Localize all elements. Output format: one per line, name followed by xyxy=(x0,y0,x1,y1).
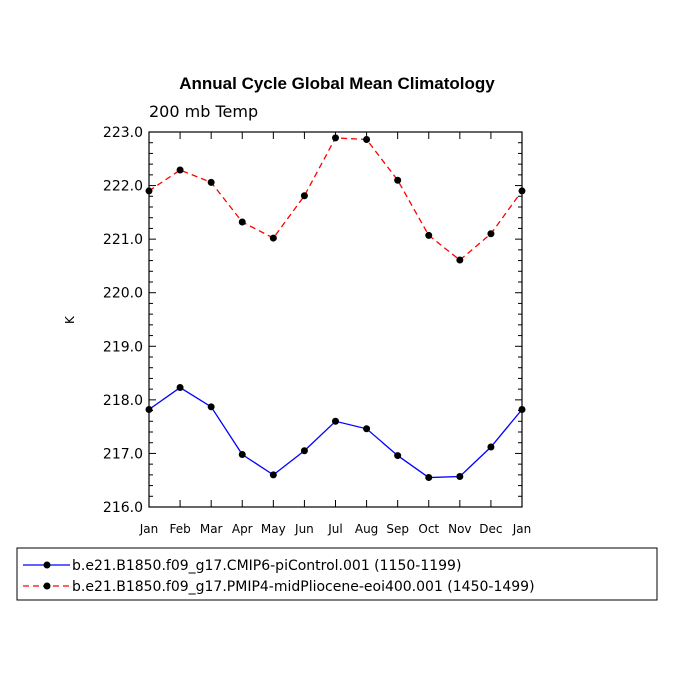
series-2 xyxy=(145,134,526,264)
x-tick-label: Mar xyxy=(200,522,223,536)
data-point xyxy=(176,384,184,392)
legend-box xyxy=(16,547,658,601)
legend-marker-2 xyxy=(43,582,51,590)
series-line xyxy=(148,137,523,261)
data-point xyxy=(300,447,308,455)
y-tick-label: 222.0 xyxy=(103,179,143,195)
data-point xyxy=(394,452,402,460)
x-tick-label: May xyxy=(261,522,286,536)
data-point xyxy=(518,187,526,195)
data-point xyxy=(207,178,215,186)
legend-marker-1 xyxy=(43,561,51,569)
x-tick-label: Jun xyxy=(294,522,314,536)
x-tick-label: Sep xyxy=(386,522,409,536)
data-point xyxy=(425,231,433,239)
chart-title: Annual Cycle Global Mean Climatology xyxy=(179,74,495,93)
y-tick-label: 216.0 xyxy=(103,500,143,516)
series-1 xyxy=(145,384,526,482)
x-tick-label: Apr xyxy=(232,522,253,536)
x-tick-label: Aug xyxy=(355,522,378,536)
data-point xyxy=(487,230,495,238)
data-point xyxy=(238,218,246,226)
x-tick-label: Dec xyxy=(479,522,502,536)
y-tick-label: 218.0 xyxy=(103,393,143,409)
axes: 216.0 217.0 218.0 219.0 220.0 221.0 222.0 223.0… xyxy=(103,125,531,536)
y-tick-label: 220.0 xyxy=(103,286,143,302)
data-point xyxy=(207,403,215,411)
legend: b.e21.B1850.f09_g17.CMIP6-piControl.001 … xyxy=(16,547,658,601)
y-axis-label: K xyxy=(63,315,77,324)
data-point xyxy=(363,425,371,433)
data-point xyxy=(176,166,184,174)
x-tick-label: Jan xyxy=(512,522,532,536)
legend-label-1: b.e21.B1850.f09_g17.CMIP6-piControl.001 … xyxy=(72,558,461,574)
data-point xyxy=(145,187,153,195)
x-tick-label: Feb xyxy=(169,522,190,536)
data-point xyxy=(425,474,433,482)
x-tick-label: Oct xyxy=(418,522,439,536)
plot-frame xyxy=(148,131,523,508)
data-point xyxy=(300,192,308,200)
data-point xyxy=(487,443,495,451)
y-tick-label: 219.0 xyxy=(103,339,143,355)
data-point xyxy=(363,136,371,143)
data-point xyxy=(518,406,526,413)
x-tick-label: Jul xyxy=(327,522,342,536)
series-line xyxy=(148,386,523,479)
data-point xyxy=(394,176,402,184)
data-point xyxy=(332,417,339,425)
data-point xyxy=(456,472,464,480)
data-point xyxy=(456,256,464,264)
legend-label-2: b.e21.B1850.f09_g17.PMIP4-midPliocene-eo… xyxy=(72,579,535,595)
series-group xyxy=(145,134,526,482)
data-point xyxy=(269,471,277,479)
y-tick-label: 217.0 xyxy=(103,446,143,462)
data-point xyxy=(269,234,277,242)
x-tick-label: Nov xyxy=(448,522,471,536)
x-tick-label: Jan xyxy=(139,522,159,536)
y-tick-label: 223.0 xyxy=(103,125,143,141)
y-tick-label: 221.0 xyxy=(103,232,143,248)
chart-subtitle: 200 mb Temp xyxy=(149,102,258,121)
data-point xyxy=(238,451,246,458)
data-point xyxy=(332,134,339,142)
data-point xyxy=(145,406,153,413)
